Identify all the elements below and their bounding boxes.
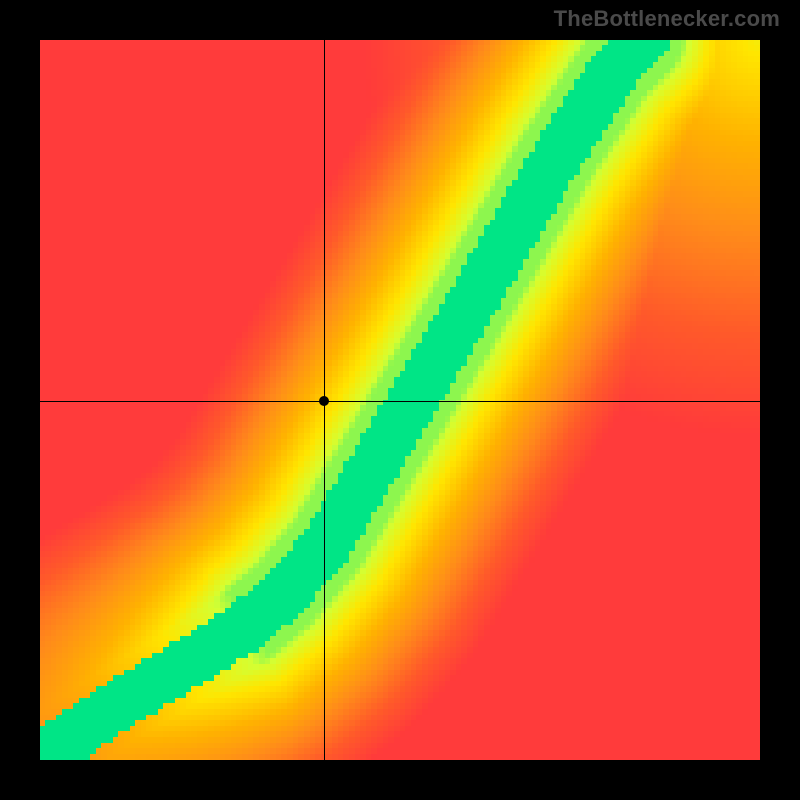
chart-container: TheBottlenecker.com: [0, 0, 800, 800]
plot-frame: [40, 40, 760, 760]
crosshair-point: [319, 396, 329, 406]
crosshair-horizontal: [40, 401, 760, 402]
heatmap-canvas: [40, 40, 760, 760]
watermark-text: TheBottlenecker.com: [554, 6, 780, 32]
